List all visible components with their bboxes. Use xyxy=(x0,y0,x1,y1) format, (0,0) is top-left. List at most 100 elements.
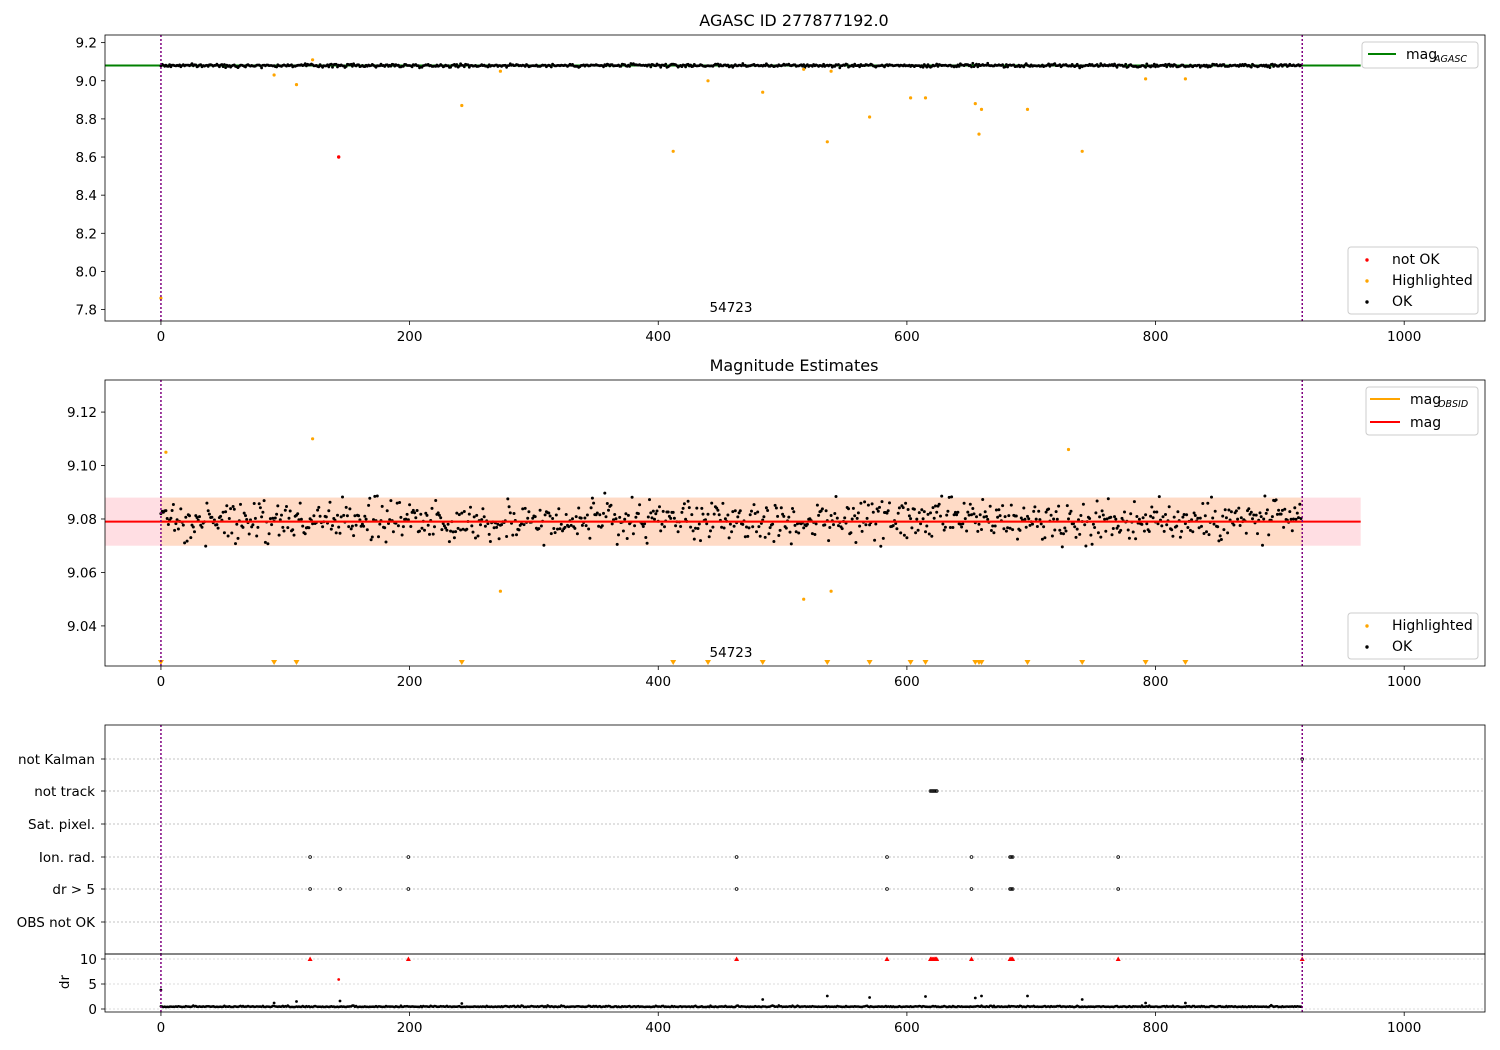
chart2-frame xyxy=(104,379,1486,667)
ok-point xyxy=(1069,509,1073,513)
ok-point xyxy=(482,515,486,519)
dr-outlier-point xyxy=(295,1000,298,1003)
ok-point xyxy=(813,533,817,536)
ok-point xyxy=(777,534,781,537)
highlighted-offscale-marker xyxy=(1079,660,1086,665)
ok-point xyxy=(653,517,656,521)
ok-point xyxy=(318,514,322,518)
ok-point xyxy=(1178,535,1182,539)
ok-point xyxy=(1144,65,1147,69)
ok-point xyxy=(1055,517,1059,521)
chart1-ytick-label: 8.6 xyxy=(76,150,97,166)
ok-point xyxy=(539,524,543,528)
ok-point xyxy=(475,513,479,517)
ok-point xyxy=(970,65,973,69)
ok-point xyxy=(687,506,691,510)
ok-point xyxy=(1028,523,1032,527)
ok-point xyxy=(1216,525,1220,529)
ok-point xyxy=(1105,517,1109,521)
ok-point xyxy=(1006,526,1010,530)
dr-outlier-point xyxy=(338,999,342,1003)
ok-point xyxy=(434,499,438,502)
ok-point xyxy=(268,517,272,521)
ok-point xyxy=(901,506,905,510)
ok-point xyxy=(967,513,971,517)
ok-point xyxy=(307,526,311,530)
ok-point xyxy=(669,516,673,520)
chart2-xtick-label: 200 xyxy=(397,674,423,690)
ok-point xyxy=(837,524,840,528)
chart2-xtick-label: 800 xyxy=(1143,674,1169,690)
ok-point xyxy=(567,525,571,529)
legend-notok-label: not OK xyxy=(1392,252,1440,268)
ok-point xyxy=(1053,528,1057,532)
ok-point xyxy=(630,495,634,499)
ok-point xyxy=(965,529,969,533)
ok-point xyxy=(259,64,262,68)
ok-point xyxy=(650,516,654,520)
flag-point xyxy=(969,855,974,859)
ok-point xyxy=(1259,515,1263,519)
ok-point xyxy=(553,531,557,535)
ok-point xyxy=(602,65,605,69)
ok-point xyxy=(459,528,463,532)
ok-point xyxy=(658,505,661,509)
ok-point xyxy=(1239,516,1243,520)
ok-point xyxy=(858,524,862,528)
ok-point xyxy=(1222,528,1226,532)
ok-point xyxy=(413,511,417,515)
ok-point xyxy=(1155,510,1159,514)
ok-point xyxy=(353,514,357,518)
ok-point xyxy=(1140,522,1144,526)
dr-clipped-marker xyxy=(307,956,313,961)
ok-point xyxy=(261,510,265,514)
ok-point xyxy=(1058,528,1062,532)
ok-point xyxy=(1298,502,1302,506)
ok-point xyxy=(1111,527,1115,530)
ok-point xyxy=(618,515,622,519)
ok-point xyxy=(1147,530,1151,533)
ok-point xyxy=(834,495,838,498)
ok-point xyxy=(961,522,965,526)
flag-row-label: OBS not OK xyxy=(17,915,97,931)
highlighted-offscale-marker xyxy=(293,660,300,665)
ok-point xyxy=(691,529,695,533)
ok-point xyxy=(1198,516,1202,520)
chart1-xtick-label: 400 xyxy=(645,329,671,345)
ok-point xyxy=(258,506,262,510)
ok-point xyxy=(1202,532,1206,535)
ok-point xyxy=(700,506,704,510)
ok-point xyxy=(641,525,645,528)
chart1-legend-top: mag AGASC xyxy=(1361,41,1479,69)
ok-point xyxy=(935,62,939,66)
ok-point xyxy=(1068,512,1072,516)
chart2-obsid-label: 54723 xyxy=(710,645,753,661)
ok-point xyxy=(789,542,793,546)
ok-point xyxy=(457,64,461,68)
ok-point xyxy=(1263,494,1267,498)
dr-outlier-point xyxy=(337,978,341,981)
chart2-xtick-label: 0 xyxy=(157,674,166,690)
ok-point xyxy=(935,510,939,514)
ok-point xyxy=(547,511,551,515)
ok-point xyxy=(756,510,760,514)
ok-point xyxy=(1201,502,1205,505)
flag-point xyxy=(338,887,342,891)
ok-point xyxy=(609,503,613,507)
ok-point xyxy=(962,501,966,505)
flag-row-label: not track xyxy=(34,784,95,800)
ok-point xyxy=(679,525,683,528)
ok-point xyxy=(225,504,229,508)
ok-point xyxy=(1073,525,1077,529)
highlighted-point xyxy=(498,69,502,73)
ok-point xyxy=(1049,513,1053,517)
ok-point xyxy=(633,524,637,528)
ok-point xyxy=(377,535,380,539)
ok-point xyxy=(327,509,331,513)
ok-point xyxy=(1203,514,1207,518)
ok-point xyxy=(191,525,195,529)
flag-row-label: Ion. rad. xyxy=(39,850,95,866)
ok-point xyxy=(1001,63,1004,67)
ok-point xyxy=(956,510,960,514)
ok-point xyxy=(455,63,459,66)
